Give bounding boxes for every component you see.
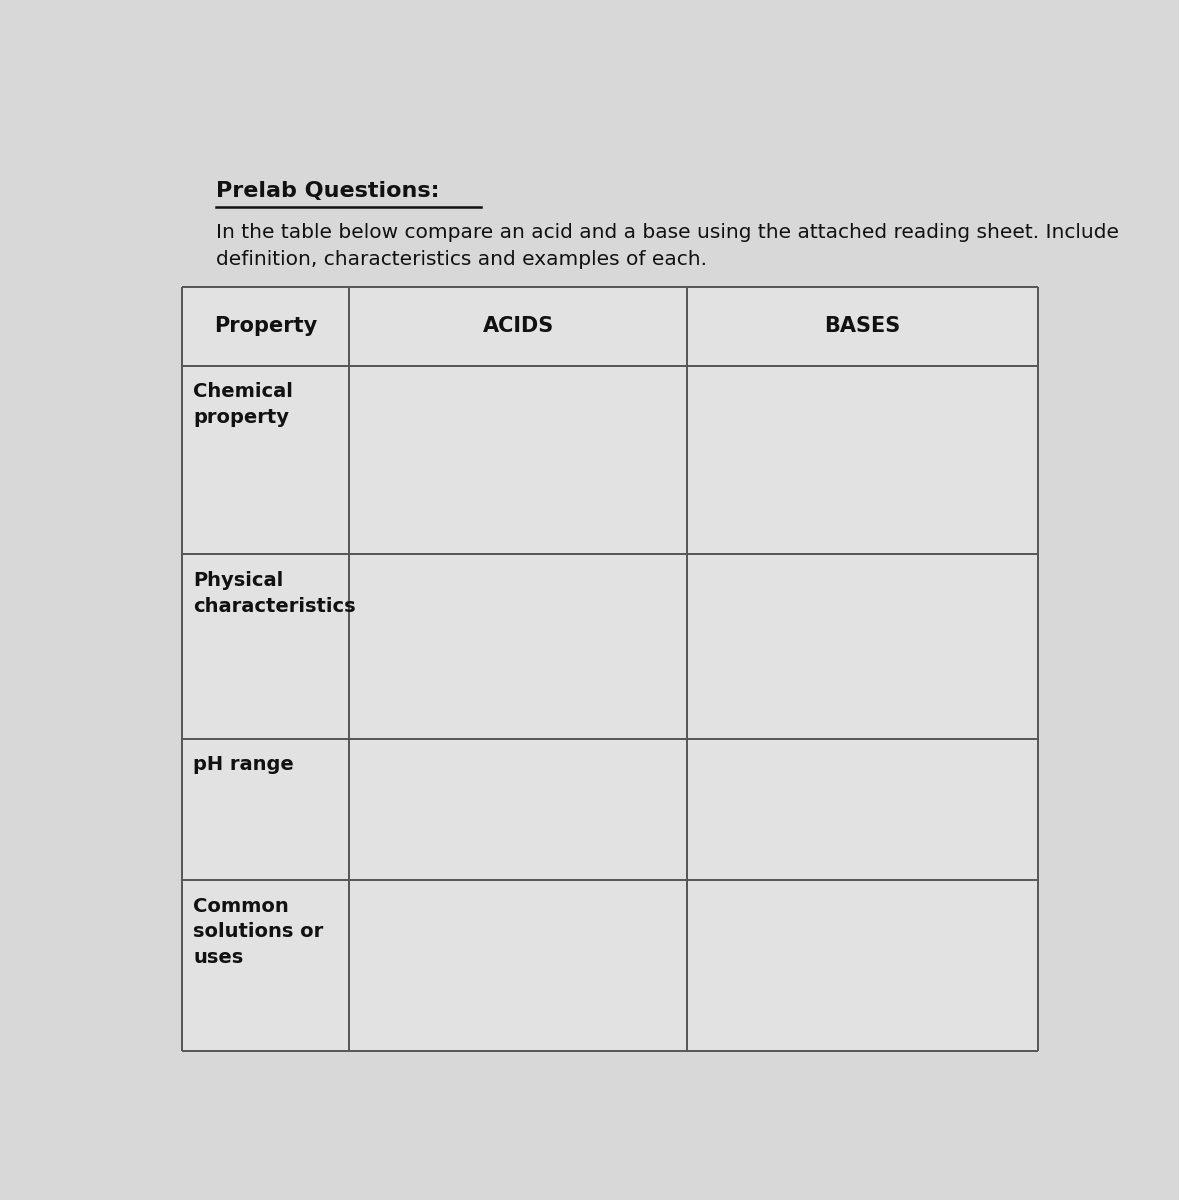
Text: Property: Property	[213, 317, 317, 336]
Text: Chemical
property: Chemical property	[193, 383, 292, 427]
Text: ACIDS: ACIDS	[482, 317, 554, 336]
Bar	[182, 287, 1039, 1051]
Text: In the table below compare an acid and a base using the attached reading sheet. : In the table below compare an acid and a…	[216, 222, 1119, 269]
Text: Prelab Questions:: Prelab Questions:	[216, 181, 440, 200]
Text: BASES: BASES	[824, 317, 901, 336]
Text: pH range: pH range	[193, 755, 294, 774]
Text: Common
solutions or
uses: Common solutions or uses	[193, 896, 323, 967]
Text: Physical
characteristics: Physical characteristics	[193, 571, 356, 616]
